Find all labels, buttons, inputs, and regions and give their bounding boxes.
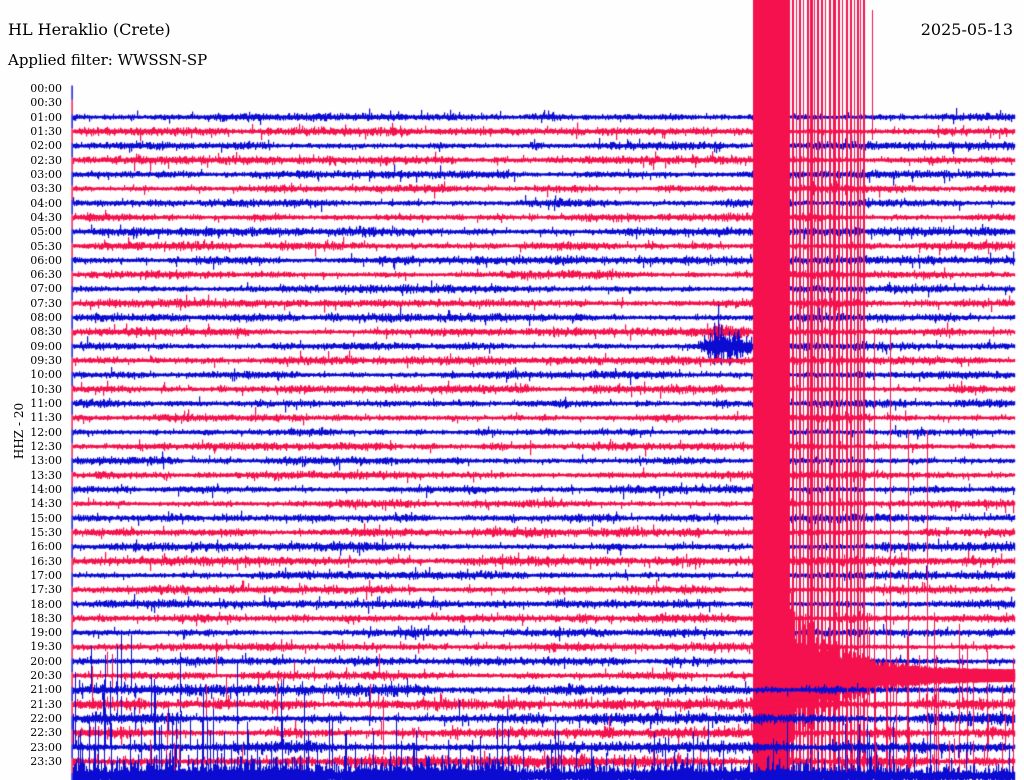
time-label: 17:00 <box>30 568 62 582</box>
time-label: 00:00 <box>30 82 62 95</box>
time-label: 18:00 <box>30 597 62 611</box>
time-label: 23:30 <box>30 755 62 769</box>
time-label: 05:00 <box>30 225 62 239</box>
time-label: 07:00 <box>30 282 62 296</box>
time-label: 06:00 <box>30 253 62 267</box>
time-label: 02:00 <box>30 139 62 153</box>
time-label: 12:00 <box>30 425 62 439</box>
time-label: 15:30 <box>30 525 62 539</box>
time-label: 15:00 <box>30 511 62 525</box>
time-label: 16:00 <box>30 540 62 554</box>
page-title: HL Heraklio (Crete) <box>8 20 171 39</box>
plot-date: 2025-05-13 <box>920 20 1013 39</box>
time-label: 09:30 <box>30 354 62 368</box>
time-label: 17:30 <box>30 583 62 597</box>
time-label: 11:30 <box>30 411 62 425</box>
time-label: 16:30 <box>30 554 62 568</box>
time-label: 00:30 <box>30 96 62 110</box>
time-label: 21:30 <box>30 697 62 711</box>
time-label: 09:00 <box>30 339 62 353</box>
time-label: 20:30 <box>30 669 62 683</box>
time-label: 19:30 <box>30 640 62 654</box>
time-label: 14:30 <box>30 497 62 511</box>
time-label: 13:30 <box>30 468 62 482</box>
time-label: 22:30 <box>30 726 62 740</box>
time-label: 02:30 <box>30 153 62 167</box>
time-axis: 00:00 00:30 01:00 01:30 02:00 02:30 03:00 03:30… <box>0 0 62 780</box>
time-label: 12:30 <box>30 440 62 453</box>
time-label: 11:00 <box>30 397 62 411</box>
time-label: 06:30 <box>30 268 62 282</box>
time-label: 01:30 <box>30 124 62 138</box>
time-label: 05:30 <box>30 239 62 253</box>
time-label: 10:30 <box>30 382 62 396</box>
time-label: 18:30 <box>30 611 62 625</box>
time-label: 03:00 <box>30 167 62 181</box>
time-label: 13:00 <box>30 454 62 468</box>
time-label: 04:00 <box>30 196 62 210</box>
time-label: 19:00 <box>30 626 62 640</box>
time-label: 20:00 <box>30 654 62 668</box>
time-label: 23:00 <box>30 740 62 754</box>
time-label: 21:00 <box>30 683 62 697</box>
time-label: 08:00 <box>30 311 62 325</box>
time-label: 10:00 <box>30 368 62 382</box>
time-label: 08:30 <box>30 325 62 339</box>
time-label: 03:30 <box>30 182 62 196</box>
time-label: 07:30 <box>30 296 62 310</box>
time-label: 01:00 <box>30 110 62 124</box>
time-label: 22:00 <box>30 712 62 726</box>
time-label: 04:30 <box>30 210 62 224</box>
time-label: 14:00 <box>30 482 62 496</box>
filter-label: Applied filter: WWSSN-SP <box>8 51 208 69</box>
